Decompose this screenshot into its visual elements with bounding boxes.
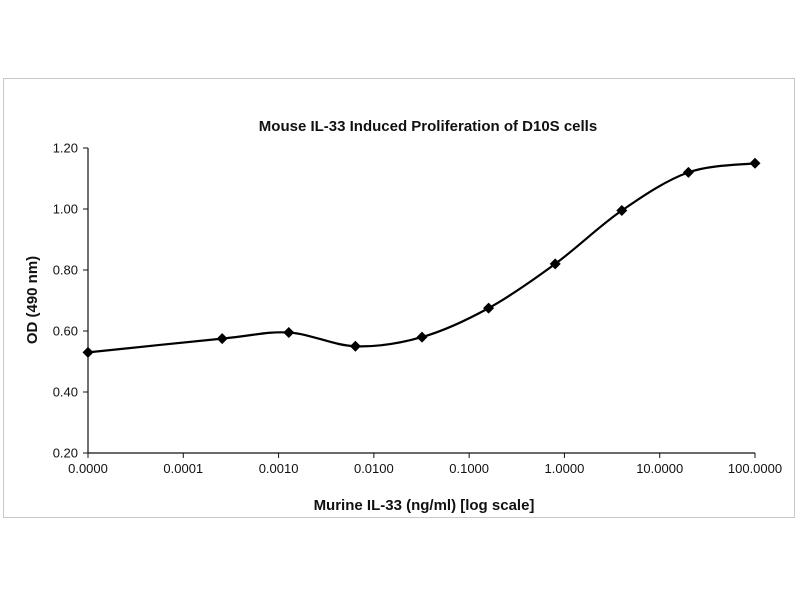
y-tick-label: 1.00 bbox=[53, 202, 78, 217]
data-point-marker bbox=[283, 327, 295, 339]
chart-title: Mouse IL-33 Induced Proliferation of D10… bbox=[259, 118, 597, 135]
data-point-marker bbox=[549, 258, 561, 270]
chart-svg: Mouse IL-33 Induced Proliferation of D10… bbox=[24, 118, 782, 514]
x-tick-label: 0.0010 bbox=[259, 461, 299, 476]
y-tick-label: 1.20 bbox=[53, 141, 78, 156]
data-point-marker bbox=[749, 157, 761, 169]
x-tick-label: 10.0000 bbox=[636, 461, 683, 476]
data-point-marker bbox=[349, 340, 361, 352]
data-point-marker bbox=[82, 346, 94, 358]
chart-frame: Mouse IL-33 Induced Proliferation of D10… bbox=[3, 78, 795, 518]
data-point-marker bbox=[616, 205, 628, 217]
data-point-marker bbox=[682, 166, 694, 178]
series-layer bbox=[82, 157, 761, 358]
y-axis-label: OD (490 nm) bbox=[24, 256, 41, 344]
y-tick-label: 0.60 bbox=[53, 324, 78, 339]
data-point-marker bbox=[216, 333, 228, 345]
data-point-marker bbox=[416, 331, 428, 343]
x-tick-label: 0.1000 bbox=[449, 461, 489, 476]
x-tick-label: 1.0000 bbox=[545, 461, 585, 476]
series-line bbox=[87, 162, 756, 354]
y-tick-label: 0.20 bbox=[53, 446, 78, 461]
x-tick-label: 0.0100 bbox=[354, 461, 394, 476]
y-tick-label: 0.80 bbox=[53, 263, 78, 278]
x-tick-label: 100.0000 bbox=[728, 461, 782, 476]
x-axis-label: Murine IL-33 (ng/ml) [log scale] bbox=[314, 497, 535, 514]
y-tick-label: 0.40 bbox=[53, 385, 78, 400]
data-point-marker bbox=[483, 302, 495, 314]
x-tick-label: 0.0001 bbox=[163, 461, 203, 476]
ticks: 0.0000 0.0001 0.0010 0.0100 0.1000 1.0000 10.0… bbox=[53, 141, 782, 477]
axes bbox=[87, 148, 755, 454]
x-tick-label: 0.0000 bbox=[68, 461, 108, 476]
